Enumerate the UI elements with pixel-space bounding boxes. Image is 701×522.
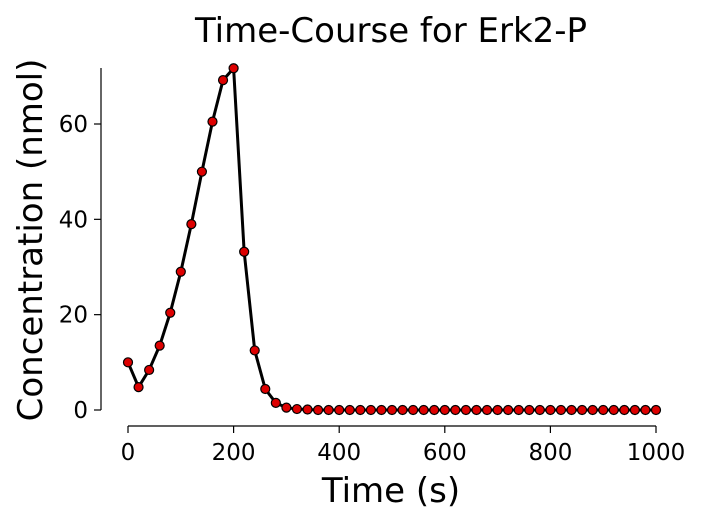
data-point <box>492 404 503 416</box>
data-point <box>471 404 482 416</box>
series-line <box>126 66 656 412</box>
data-point <box>355 404 366 416</box>
data-point <box>629 404 640 416</box>
data-point <box>418 404 429 416</box>
chart-title: Time-Course for Erk2-P <box>194 11 587 51</box>
x-tick-label: 1000 <box>627 440 686 466</box>
data-point <box>165 307 176 318</box>
data-point <box>397 404 408 416</box>
x-tick-label: 800 <box>528 440 572 466</box>
y-tick-label: 20 <box>59 303 88 329</box>
data-point <box>217 75 229 86</box>
data-point <box>650 404 662 416</box>
data-point <box>503 404 514 416</box>
data-point <box>154 340 165 351</box>
data-point <box>186 219 197 230</box>
data-point <box>196 166 208 177</box>
data-point <box>534 404 545 416</box>
data-point <box>524 404 535 416</box>
data-point <box>249 345 260 356</box>
data-point <box>260 383 271 395</box>
data-point <box>323 404 334 416</box>
data-point <box>365 404 376 416</box>
data-point <box>481 404 493 416</box>
x-axis-ticks: 0 200 400 600 800 1000 <box>121 426 686 466</box>
y-tick-label: 0 <box>73 398 88 424</box>
data-point <box>281 402 292 413</box>
data-point <box>545 404 556 416</box>
x-tick-label: 0 <box>121 440 136 466</box>
data-point <box>302 404 313 415</box>
data-point <box>439 404 450 416</box>
data-point <box>640 404 651 416</box>
data-point <box>228 63 239 74</box>
x-tick-label: 400 <box>317 440 361 466</box>
data-point <box>175 266 186 277</box>
data-point <box>312 404 324 416</box>
data-point <box>408 404 419 416</box>
y-axis-ticks: 0 20 40 60 <box>59 112 101 424</box>
data-point <box>376 404 387 416</box>
data-point <box>133 382 144 393</box>
data-point <box>270 397 281 408</box>
y-tick-label: 60 <box>59 112 88 138</box>
data-point <box>334 404 345 416</box>
x-axis-label: Time (s) <box>321 471 460 511</box>
data-point <box>122 357 134 368</box>
data-point <box>344 404 355 416</box>
data-point <box>291 403 303 415</box>
data-points <box>122 63 662 416</box>
data-point <box>450 404 461 416</box>
data-point <box>576 404 588 416</box>
data-point <box>239 246 250 257</box>
x-tick-label: 200 <box>212 440 256 466</box>
data-point <box>555 404 567 416</box>
data-point <box>619 404 630 416</box>
data-point <box>386 404 398 416</box>
data-point <box>608 404 619 416</box>
data-point <box>207 116 218 127</box>
data-point <box>587 404 598 416</box>
y-axis-label: Concentration (nmol) <box>11 59 51 422</box>
x-tick-label: 600 <box>423 440 467 466</box>
y-tick-label: 40 <box>59 207 88 233</box>
data-point <box>513 404 524 416</box>
data-point <box>460 404 472 416</box>
data-point <box>144 364 155 376</box>
data-point <box>566 404 577 416</box>
data-point <box>598 404 609 416</box>
data-point <box>429 404 440 416</box>
